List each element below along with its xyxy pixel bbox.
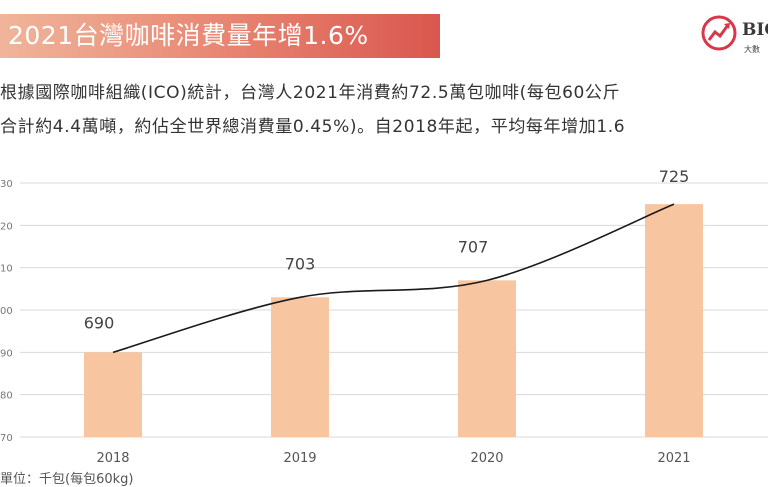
x-tick-label: 2020 — [470, 451, 503, 466]
y-tick-label: 00 — [0, 306, 13, 317]
data-label: 707 — [458, 237, 489, 256]
brand-logo: BIG 大數 — [700, 14, 768, 58]
y-tick-label: 20 — [0, 221, 13, 232]
data-label: 703 — [285, 254, 316, 273]
x-tick-label: 2019 — [283, 451, 316, 466]
x-tick-label: 2018 — [96, 451, 129, 466]
page-title: 2021台灣咖啡消費量年增1.6% — [8, 21, 369, 50]
bar — [271, 297, 329, 437]
x-tick-label: 2021 — [657, 451, 690, 466]
y-tick-label: 90 — [0, 348, 13, 359]
description-line-2: 合計約4.4萬噸，約佔全世界總消費量0.45%)。自2018年起，平均每年增加1… — [0, 117, 626, 137]
bar — [84, 352, 142, 437]
bar-chart: 30 20 10 00 90 80 70 2018 2019 2020 2021 690 703 707 7… — [0, 167, 768, 466]
logo-subtitle: 大數 — [744, 45, 760, 54]
y-tick-label: 70 — [0, 433, 13, 444]
data-label: 690 — [84, 313, 115, 332]
description-line-1: 根據國際咖啡組織(ICO)統計，台灣人2021年消費約72.5萬包咖啡(每包60… — [0, 83, 621, 103]
data-label: 725 — [659, 167, 690, 186]
logo-name: BIG — [742, 20, 768, 40]
trend-line — [112, 203, 675, 354]
bar — [645, 204, 703, 437]
y-tick-label: 80 — [0, 391, 13, 402]
bar — [458, 280, 516, 437]
y-tick-label: 30 — [0, 179, 13, 190]
y-tick-label: 10 — [0, 264, 13, 275]
title-banner: 2021台灣咖啡消費量年增1.6% — [0, 14, 440, 58]
unit-note: 單位：千包(每包60kg) — [0, 472, 134, 487]
description: 根據國際咖啡組織(ICO)統計，台灣人2021年消費約72.5萬包咖啡(每包60… — [0, 76, 768, 144]
logo-mark-icon — [701, 15, 737, 51]
